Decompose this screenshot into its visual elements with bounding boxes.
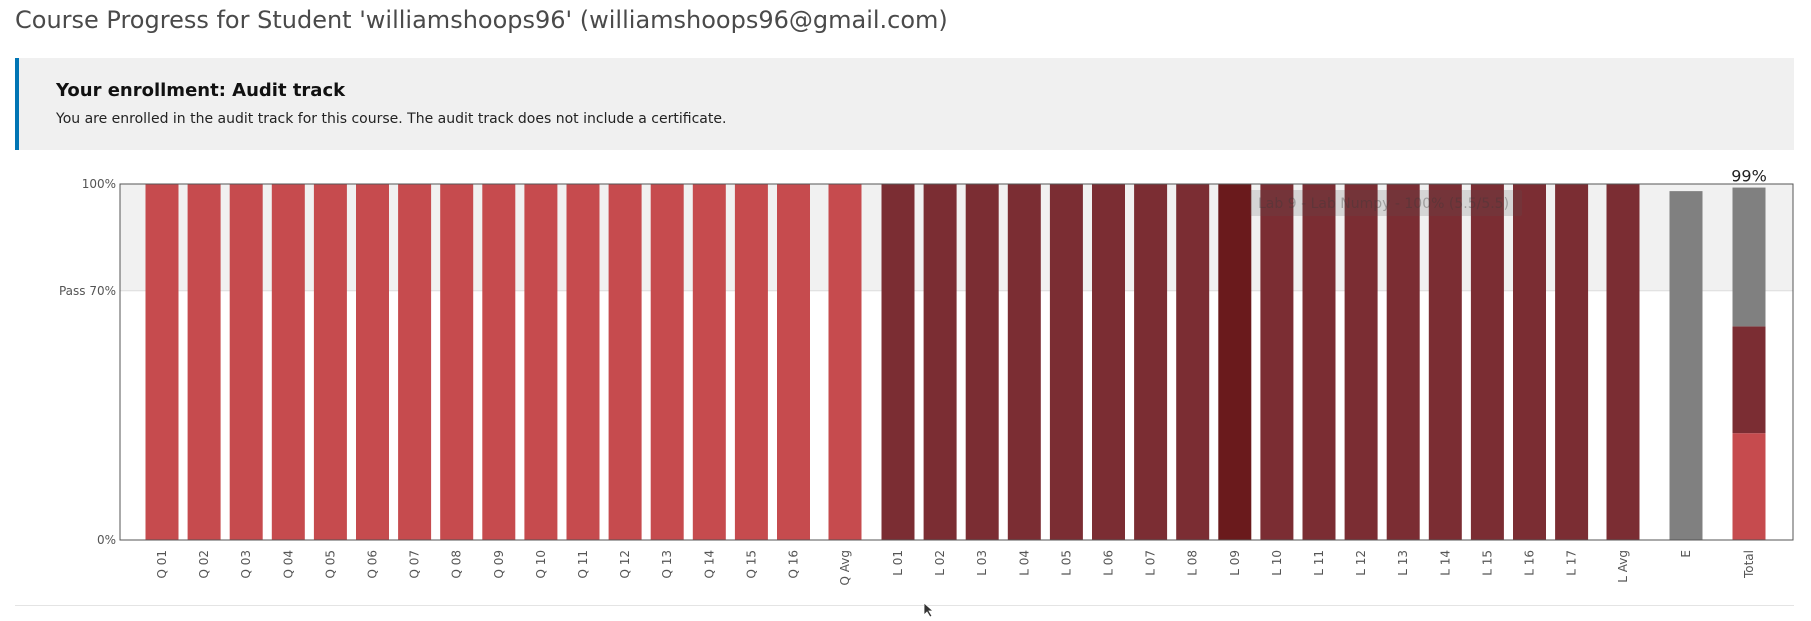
bar-q-07[interactable] [398,184,432,540]
bar-l-05[interactable] [1049,184,1083,540]
x-tick-label: L 10 [1270,550,1284,576]
enrollment-banner: Your enrollment: Audit track You are enr… [15,58,1794,150]
x-tick-label: Q 09 [492,550,506,579]
x-tick-label: L 08 [1186,550,1200,576]
x-tick-label: Q 01 [155,550,169,579]
bar-l-04[interactable] [1007,184,1041,540]
x-tick-label: Q 07 [408,550,422,579]
x-tick-label: E [1679,550,1693,558]
x-tick-label: L 03 [975,550,989,576]
bar-q-12[interactable] [608,184,642,540]
bar-q-03[interactable] [229,184,263,540]
bar-q-09[interactable] [482,184,516,540]
x-tick-label: Q 13 [660,550,674,579]
bar-l-11[interactable] [1302,184,1336,540]
x-tick-label: L 05 [1059,550,1073,576]
x-tick-label: Q 08 [450,550,464,579]
x-tick-label: Q 10 [534,550,548,579]
x-tick-label: Q 11 [576,550,590,579]
grade-chart: 100% Pass 70% 0% Q 01 Q 02 Q 03 Q 04 Q 05 Q 06 Q … [59,167,1794,585]
tooltip-text: Lab 9 - Lab Numpy - 100% (5.5/5.5) [1258,196,1509,212]
bar-l-14[interactable] [1428,184,1462,540]
bar-l-16[interactable] [1513,184,1546,540]
bar-l-13[interactable] [1386,184,1420,540]
bar-l-17[interactable] [1555,184,1589,540]
bar-q-06[interactable] [356,184,389,540]
x-tick-label: Q 14 [702,550,716,579]
bar-l-01[interactable] [881,184,915,540]
plot-frame [119,183,1794,541]
bar-q-11[interactable] [566,184,600,540]
bar-q-avg[interactable] [828,184,862,540]
x-tick-label: Q 02 [197,550,211,579]
total-bar-segment-lab[interactable] [1732,326,1766,434]
bar-l-02[interactable] [923,184,957,540]
x-tick-label: L 11 [1312,550,1326,576]
bar-q-05[interactable] [313,184,347,540]
bar-q-14[interactable] [692,184,726,540]
bar-l-avg[interactable] [1606,184,1640,540]
x-tick-label: Q Avg [838,550,852,585]
bar-l-06[interactable] [1092,184,1125,540]
x-tick-label: L 06 [1102,550,1116,576]
bar-q-01[interactable] [145,184,179,540]
bar-l-03[interactable] [965,184,999,540]
x-tick-label: L 01 [891,550,905,576]
bar-l-07[interactable] [1134,184,1168,540]
y-tick-label: 0% [97,533,116,547]
bar-l-08[interactable] [1176,184,1210,540]
x-tick-label: L 15 [1480,550,1494,576]
bar-q-16[interactable] [777,184,810,540]
x-tick-label: L 14 [1438,550,1452,576]
y-tick-label: 100% [82,177,116,191]
x-tick-label: L 02 [933,550,947,576]
bar-q-10[interactable] [524,184,558,540]
bar-e[interactable] [1669,191,1703,540]
x-tick-label: Q 03 [239,550,253,579]
enrollment-message: You are enrolled in the audit track for … [56,111,727,127]
y-tick-label: Pass 70% [59,284,116,298]
x-tick-label: L 16 [1523,550,1537,576]
total-bar-segment-exam[interactable] [1732,187,1766,327]
x-tick-label: L 04 [1017,550,1031,576]
bar-l-15[interactable] [1470,184,1504,540]
bar-l-10[interactable] [1260,184,1294,540]
x-tick-label: Q 06 [366,550,380,579]
bar-q-02[interactable] [187,184,221,540]
x-tick-label: L 17 [1565,550,1579,576]
x-tick-label: Q 15 [744,550,758,579]
x-tick-label: Q 05 [323,550,337,579]
bar-l-12[interactable] [1344,184,1378,540]
x-tick-label: L 07 [1144,550,1158,576]
total-bar-segment-quiz[interactable] [1732,433,1766,540]
x-tick-label: L 09 [1228,550,1242,576]
bar-tooltip [1250,190,1522,216]
x-tick-label: Q 16 [787,550,801,579]
bar-q-04[interactable] [271,184,305,540]
bar-q-15[interactable] [734,184,768,540]
divider [15,605,1794,606]
page-title: Course Progress for Student 'williamshoo… [15,6,948,34]
x-tick-label: L 13 [1396,550,1410,576]
enrollment-title: Your enrollment: Audit track [56,80,346,101]
total-value-label: 99% [1731,167,1767,186]
x-tick-label: L 12 [1354,550,1368,576]
x-tick-label: Q 12 [618,550,632,579]
bar-l-09[interactable] [1218,184,1252,540]
bar-q-08[interactable] [440,184,474,540]
x-tick-label: Total [1742,550,1756,579]
x-tick-label: Q 04 [281,550,295,579]
x-tick-label: L Avg [1616,550,1630,583]
bar-q-13[interactable] [650,184,684,540]
